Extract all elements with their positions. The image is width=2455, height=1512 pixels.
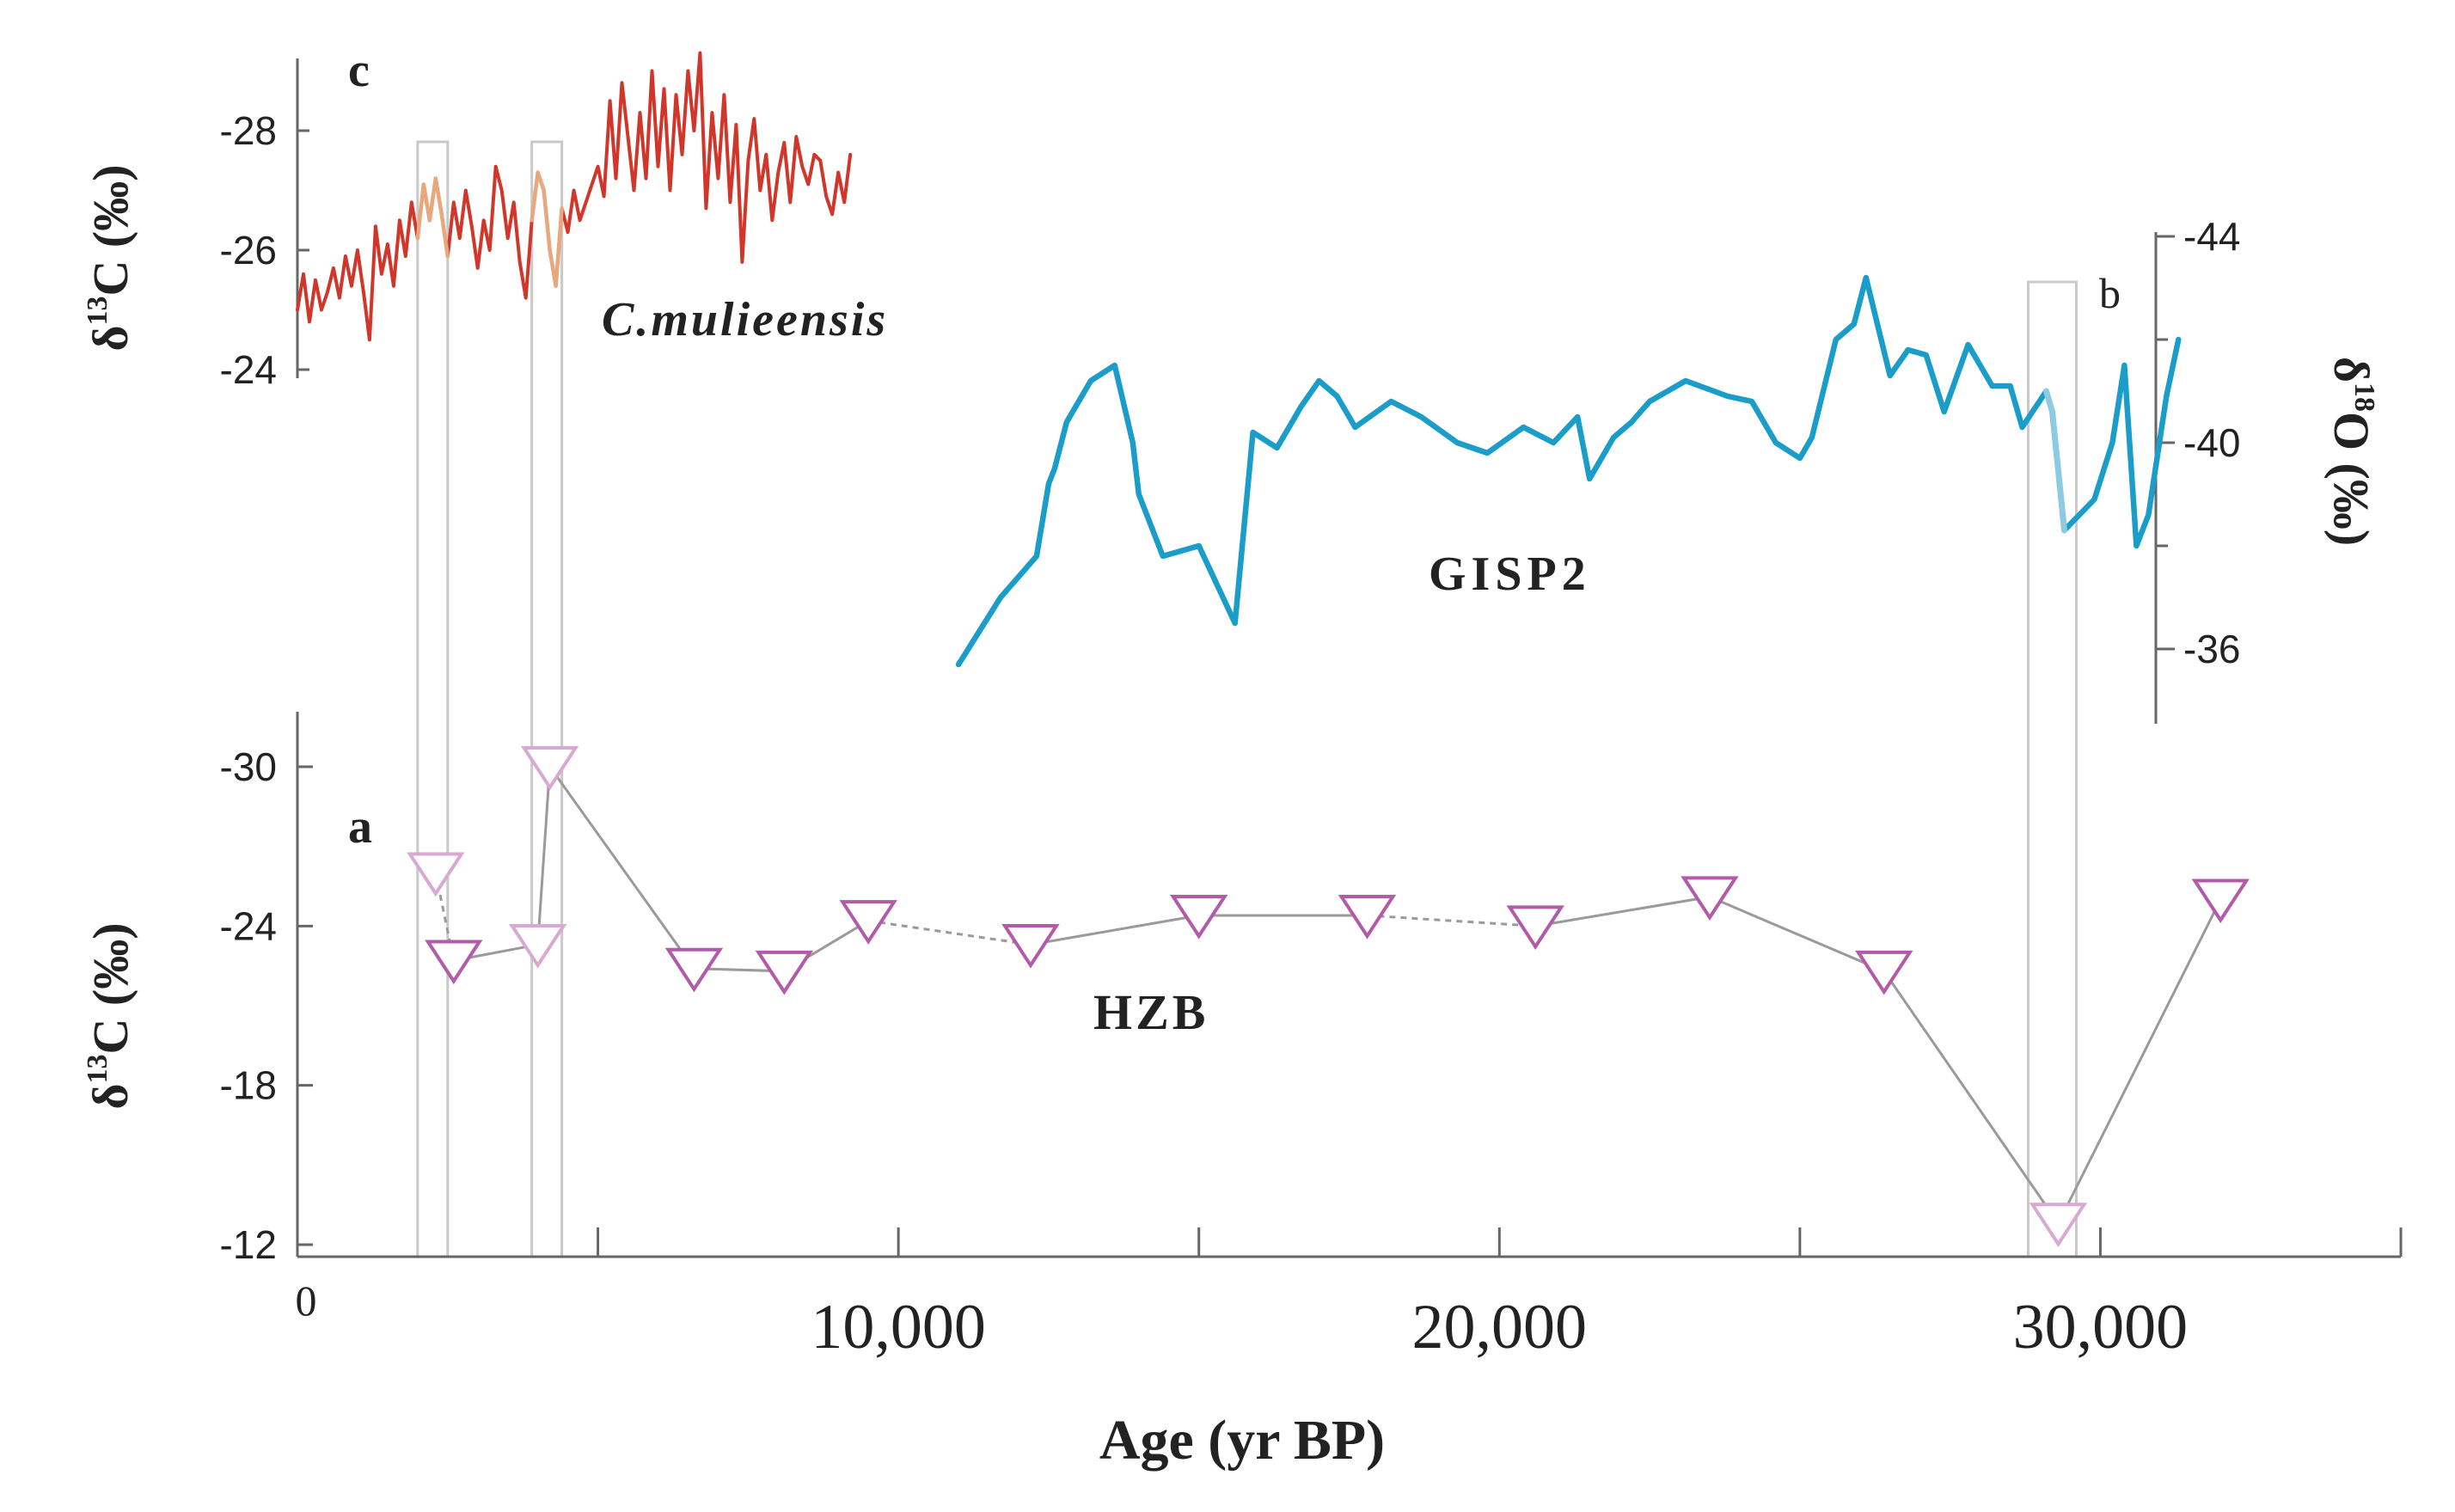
series-label-gisp2: GISP2: [1429, 548, 1591, 601]
panel-c-tick-label: -26: [220, 228, 277, 272]
series-a-marker: [1506, 905, 1564, 950]
series-a-segment: [867, 919, 1032, 946]
series-a-marker: [425, 940, 483, 985]
panel-a-y-axis: -30 -24 -18 -12: [220, 712, 313, 1267]
series-b-line: [955, 274, 2182, 668]
y-label-c-superscript: 13: [82, 296, 113, 325]
series-c-line: [296, 51, 853, 342]
series-label-hzb: HZB: [1093, 984, 1209, 1040]
series-gisp2: [955, 274, 2182, 668]
series-a-marker: [1001, 923, 1060, 969]
panel-c-y-label: δ13C (‰): [82, 164, 138, 351]
series-a-segment: [1534, 895, 1711, 927]
x-axis: 0 10,000 20,000 30,000: [296, 1227, 2403, 1362]
series-a-marker: [1681, 876, 1739, 921]
y-label-b-delta: δ: [2323, 357, 2379, 383]
highlight-band: [416, 140, 450, 1258]
series-c-highlight-segment: [530, 170, 540, 223]
panel-letter-b: b: [2099, 269, 2121, 317]
panel-b-tick-label: -36: [2183, 627, 2240, 671]
series-c-highlight-segment: [415, 182, 426, 241]
y-label-a-delta: δ: [83, 1083, 138, 1109]
panel-b-y-axis: -44 -40 -36: [2154, 214, 2240, 724]
y-label-a-rest: C (‰): [83, 922, 138, 1054]
series-a-segment: [1367, 914, 1536, 927]
series-a-marker: [2029, 1203, 2088, 1247]
series-c-highlight-segment: [439, 212, 450, 259]
series-a-marker: [664, 947, 724, 993]
series-c-highlight-segment: [536, 170, 546, 193]
x-tick-label: 30,000: [2013, 1292, 2189, 1362]
y-label-b-superscript: 18: [2348, 383, 2380, 412]
series-c-highlight-segment: [554, 206, 564, 288]
series-a-segment: [1709, 895, 1885, 973]
series-a-segment: [2057, 898, 2222, 1224]
panel-a-tick-label: -24: [220, 903, 277, 948]
series-hzb: [407, 746, 2250, 1247]
series-a-marker: [520, 746, 579, 791]
series-label-c-mulieensis: C.mulieensis: [602, 293, 888, 346]
series-a-marker: [1855, 950, 1913, 995]
series-a-marker: [407, 852, 465, 897]
panel-letter-a: a: [348, 800, 372, 854]
panel-c-tick-label: -24: [220, 347, 277, 392]
series-c-highlight-segment: [542, 188, 552, 253]
series-a-marker: [1170, 894, 1228, 940]
series-a-marker: [839, 900, 897, 945]
x-tick-label: 20,000: [1412, 1292, 1588, 1362]
series-a-segment: [536, 766, 552, 946]
panel-b-tick-label: -44: [2183, 214, 2240, 259]
y-label-b-rest: O (‰): [2323, 412, 2379, 546]
series-c-mulieensis: [296, 51, 853, 342]
series-c-highlight-segment: [433, 176, 444, 217]
y-label-c-delta: δ: [83, 325, 138, 351]
y-label-a-superscript: 13: [82, 1054, 113, 1083]
panel-a-tick-label: -18: [220, 1063, 277, 1108]
highlight-band: [530, 140, 564, 1258]
y-label-c-rest: C (‰): [83, 164, 138, 296]
panel-a-tick-label: -30: [220, 744, 277, 789]
x-axis-label: Age (yr BP): [1099, 1409, 1385, 1472]
x-tick-label: 10,000: [811, 1292, 986, 1362]
panel-c-y-axis: -28 -26 -24: [220, 58, 309, 392]
x-tick-label: 0: [296, 1276, 317, 1325]
series-b-highlight-segment: [2048, 408, 2067, 534]
panel-c-tick-label: -28: [220, 108, 277, 153]
panel-b-tick-label: -40: [2183, 420, 2240, 465]
series-a-segment: [1030, 914, 1199, 946]
series-b-highlight-segment: [2043, 388, 2055, 415]
series-a-marker: [755, 950, 813, 995]
panel-a-y-label: δ13C (‰): [82, 922, 138, 1109]
series-a-marker: [1338, 894, 1397, 940]
series-a-marker: [508, 923, 567, 969]
series-a-segment: [1883, 970, 2060, 1225]
panel-b-y-label: δ18O (‰): [2323, 357, 2380, 546]
series-a-segment: [548, 766, 695, 970]
series-a-marker: [2191, 878, 2250, 924]
panel-a-tick-label: -12: [220, 1222, 277, 1267]
series-c-highlight-segment: [427, 176, 438, 223]
panel-letter-c: c: [348, 44, 370, 97]
